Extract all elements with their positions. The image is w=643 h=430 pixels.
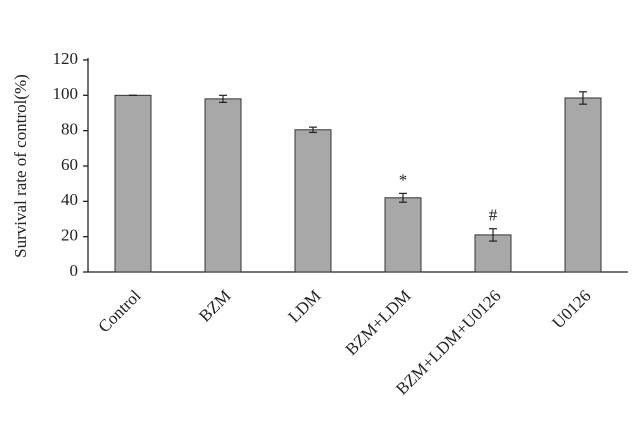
bar — [294, 129, 332, 273]
error-bar — [579, 91, 587, 105]
y-tick-label: 0 — [70, 261, 79, 280]
x-tick-label: LDM — [284, 286, 324, 326]
x-tick-label: U0126 — [548, 286, 594, 332]
y-tick-label: 20 — [61, 226, 78, 245]
annotation: # — [489, 206, 498, 225]
bar — [384, 197, 422, 273]
x-tick-label: Control — [94, 286, 144, 336]
bar — [114, 94, 152, 273]
bar — [564, 97, 602, 273]
y-tick-label: 120 — [53, 49, 79, 68]
error-bar — [309, 126, 317, 134]
y-tick-label: 100 — [53, 84, 79, 103]
error-bar — [399, 192, 407, 203]
y-tick-label: 80 — [61, 120, 78, 139]
bar — [204, 98, 242, 273]
y-tick-label: 40 — [61, 190, 78, 209]
error-bar — [489, 228, 497, 242]
y-tick-label: 60 — [61, 155, 78, 174]
x-tick-label: BZM+LDM — [342, 286, 415, 359]
error-bar — [219, 94, 227, 104]
annotation: * — [399, 170, 408, 189]
y-axis-label: Survival rate of control(%) — [11, 74, 30, 258]
x-tick-label: BZM — [195, 286, 234, 325]
